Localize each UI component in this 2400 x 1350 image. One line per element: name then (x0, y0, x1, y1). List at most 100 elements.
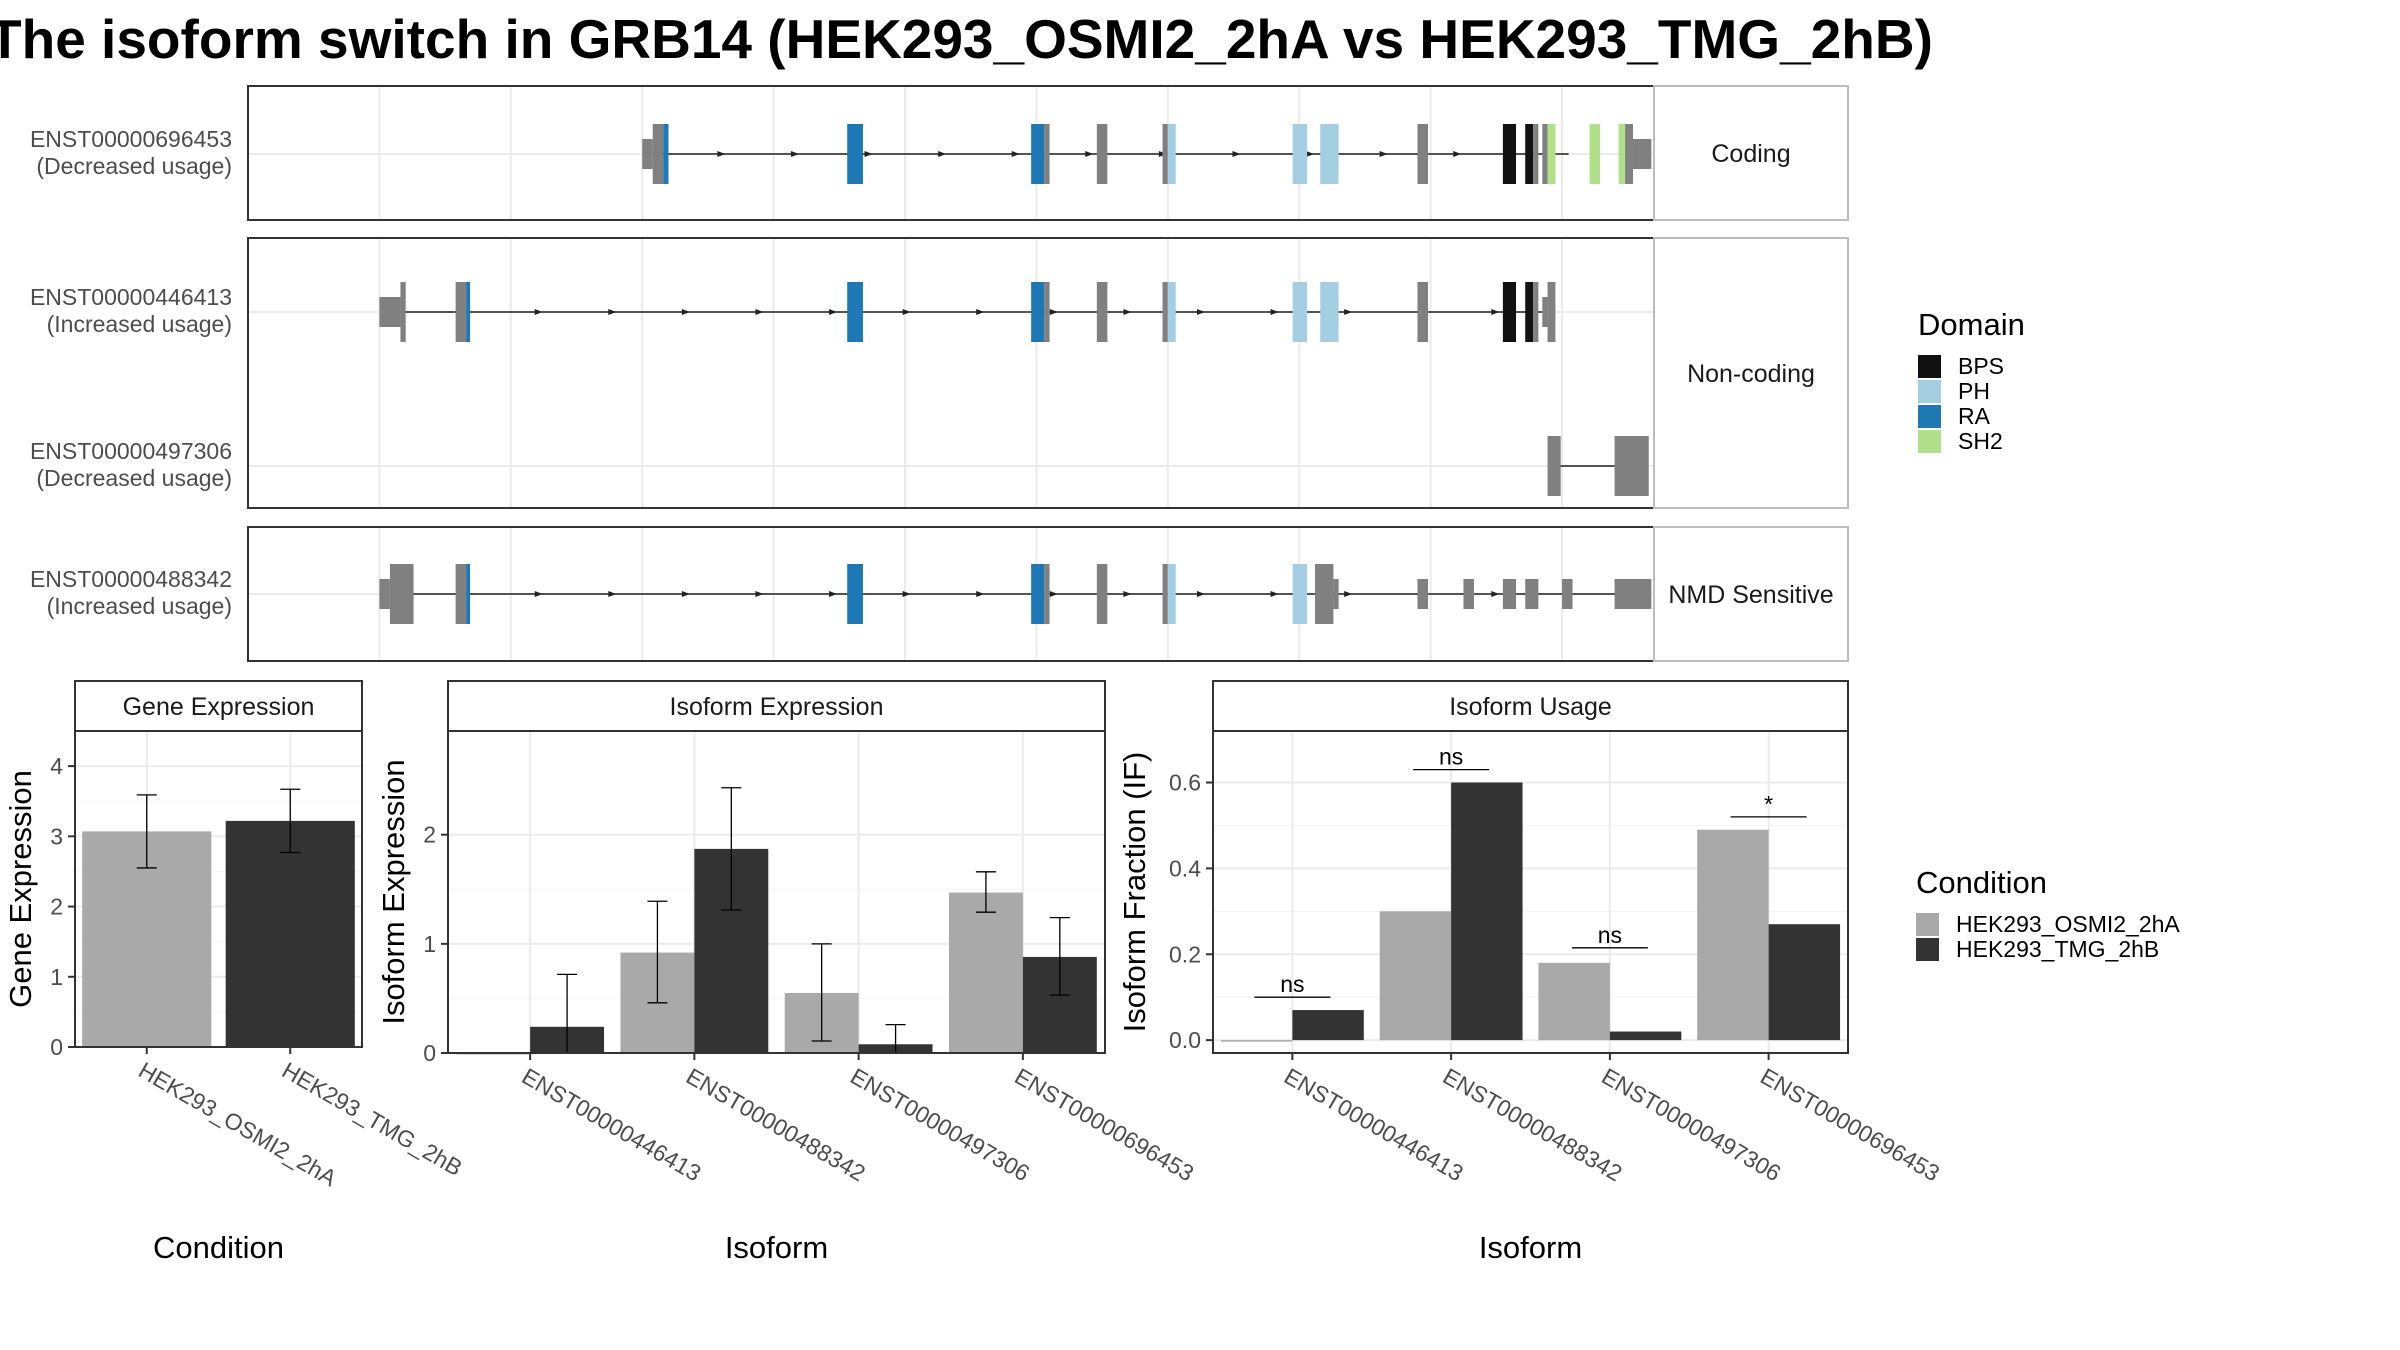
isoform-usage-panel: ns ns ns * Isoform Usage 0.0 0.2 0.4 0.6 ENST0000… (1117, 680, 1944, 1265)
isoform-expression-panel: Isoform Expression012ENST00000446413ENST… (376, 680, 1198, 1265)
x-axis-title: Isoform (725, 1230, 828, 1265)
panel-title: Gene Expression (123, 693, 315, 721)
bar (1697, 829, 1769, 1041)
exon-cds (1167, 124, 1176, 184)
exon-cds (1167, 564, 1176, 624)
condition-legend-label: HEK293_TMG_2hB (1956, 936, 2159, 962)
exon-utr (1562, 579, 1573, 609)
bar (1379, 911, 1452, 1041)
exon-cds (466, 564, 471, 624)
bar (1538, 962, 1610, 1041)
direction-arrow (1123, 591, 1132, 597)
exon-cds (1320, 282, 1339, 342)
exon-cds (663, 124, 669, 184)
direction-arrow (755, 309, 764, 315)
transcript-label: ENST00000446413 (30, 284, 232, 310)
direction-arrow (1049, 591, 1058, 597)
direction-arrow (1232, 151, 1241, 157)
exon-utr (379, 579, 390, 609)
direction-arrow (1196, 591, 1205, 597)
direction-arrow (1270, 309, 1279, 315)
exon-cds (1417, 124, 1428, 184)
bar (1609, 1031, 1682, 1041)
direction-arrow (1270, 591, 1279, 597)
direction-arrow (1123, 309, 1132, 315)
direction-arrow (864, 151, 873, 157)
domain-legend-swatch (1918, 355, 1941, 378)
direction-arrow (1344, 309, 1353, 315)
exon-cds (1542, 124, 1548, 184)
direction-arrow (1085, 151, 1094, 157)
x-tick-label: ENST00000497306 (846, 1063, 1034, 1187)
transcript-usage-label: (Decreased usage) (36, 465, 232, 491)
direction-arrow (534, 309, 543, 315)
facet-strip (1653, 85, 1849, 221)
exon-cds (1625, 124, 1633, 184)
exon-cds (1167, 282, 1176, 342)
panel-title: Isoform Usage (1449, 693, 1612, 721)
exon-cds (1533, 282, 1539, 342)
direction-arrow (1453, 151, 1462, 157)
domain-legend-title: Domain (1918, 307, 2025, 342)
facet-strip (1653, 526, 1849, 662)
domain-legend-label: RA (1958, 403, 1991, 429)
gene-expression-panel: Gene Expression01234HEK293_OSMI2_2hAHEK2… (3, 680, 467, 1265)
exon-cds (1031, 124, 1045, 184)
direction-arrow (1196, 309, 1205, 315)
x-tick-label: ENST00000488342 (1439, 1063, 1627, 1187)
exon-cds (389, 564, 414, 624)
exon-cds (1162, 564, 1168, 624)
exon-cds (847, 282, 863, 342)
exon-cds (455, 564, 467, 624)
x-tick-label: ENST00000696453 (1756, 1063, 1944, 1187)
direction-arrow (829, 591, 838, 597)
bar (1451, 782, 1523, 1041)
exon-cds (847, 124, 863, 184)
exon-cds (1547, 282, 1556, 342)
exon-cds (1162, 282, 1168, 342)
x-tick-label: ENST00000446413 (518, 1063, 706, 1187)
facet-strip-label: Coding (1711, 140, 1790, 168)
exon-utr (1463, 579, 1474, 609)
exon-cds (1533, 124, 1539, 184)
x-tick-label: ENST00000488342 (682, 1063, 870, 1187)
significance-label: * (1764, 791, 1773, 817)
panel-title: Isoform Expression (670, 693, 884, 721)
x-axis-title: Condition (153, 1230, 284, 1265)
transcript-usage-label: (Decreased usage) (36, 153, 232, 179)
bar (1292, 1010, 1364, 1041)
direction-arrow (1344, 591, 1353, 597)
direction-arrow (608, 309, 617, 315)
exon-utr (1502, 579, 1517, 609)
y-tick-label: 1 (50, 964, 63, 990)
direction-arrow (755, 591, 764, 597)
exon-utr (1333, 579, 1339, 609)
condition-legend-swatch (1916, 938, 1939, 961)
exon-cds (1502, 282, 1517, 342)
exon-cds (1096, 124, 1108, 184)
exon-cds (1618, 124, 1626, 184)
bar (1220, 1040, 1293, 1042)
facet-strip-label: NMD Sensitive (1668, 581, 1833, 609)
y-tick-label: 0.4 (1169, 855, 1201, 881)
y-tick-label: 0.0 (1169, 1027, 1201, 1053)
exon-cds (400, 282, 406, 342)
condition-legend-swatch (1916, 913, 1939, 936)
bar (1768, 924, 1841, 1041)
direction-arrow (1491, 309, 1500, 315)
y-tick-label: 1 (423, 931, 436, 957)
domain-legend-label: SH2 (1958, 428, 2003, 454)
transcript-usage-label: (Increased usage) (47, 593, 232, 619)
facet-strip-label: Non-coding (1687, 360, 1815, 388)
exon-cds (1320, 124, 1339, 184)
exon-cds (652, 124, 664, 184)
condition-legend-label: HEK293_OSMI2_2hA (1956, 911, 2180, 937)
exon-cds (1096, 564, 1108, 624)
exon-cds (1292, 564, 1308, 624)
figure-title: The isoform switch in GRB14 (HEK293_OSMI… (0, 8, 1933, 70)
y-tick-label: 2 (423, 822, 436, 848)
gene-structure-panel: ENST00000696453(Decreased usage) CodingEN… (30, 85, 1849, 662)
direction-arrow (902, 309, 911, 315)
exon-cds (1547, 124, 1556, 184)
